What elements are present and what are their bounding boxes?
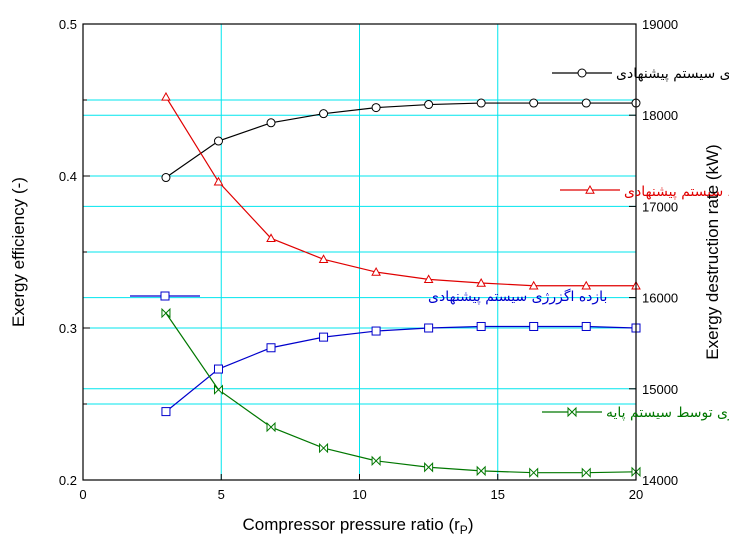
- legend-label-2: بازده اگزرژی سیستم پیشنهادی: [428, 288, 607, 305]
- y-right-tick-label-3: 17000: [642, 199, 678, 214]
- series-2-point-4: [371, 326, 381, 336]
- legend-marker-1: [585, 184, 595, 194]
- series-3-point-7: [529, 467, 539, 478]
- series-1-point-3: [318, 254, 329, 263]
- legend-entry-3: تخریب اگزرژی توسط سیستم پایه: [542, 404, 729, 421]
- series-3-point-2: [266, 421, 276, 433]
- series-1: [161, 91, 641, 290]
- series-0-point-0: [161, 173, 171, 183]
- legend-entry-1: تخریب اگزرژی توسط سیستم پیشنهادی: [560, 183, 729, 200]
- series-1-point-1: [213, 176, 224, 186]
- legend-label-0: بازده اگزرژی سیستم پیشنهادی: [616, 65, 729, 82]
- x-axis-title: Compressor pressure ratio (rP): [243, 515, 474, 537]
- y-right-tick-label-1: 15000: [642, 382, 678, 397]
- series-0-point-2: [266, 118, 276, 128]
- legend-label-3: تخریب اگزرژی توسط سیستم پایه: [606, 404, 729, 421]
- series-1-point-2: [266, 233, 276, 243]
- series-1-point-0: [161, 91, 171, 101]
- x-tick-label-0: 0: [79, 487, 86, 502]
- series-3-point-3: [319, 442, 329, 454]
- series-2-point-5: [424, 323, 434, 333]
- y-left-tick-label-3: 0.5: [59, 17, 77, 32]
- legend-entry-0: بازده اگزرژی سیستم پیشنهادی: [552, 65, 729, 82]
- series-2-point-1: [213, 364, 223, 374]
- ticks: 0 5 10 15 20 0.2 0.3 0.4 0.5 14000 15000 16000 17000…: [59, 17, 678, 502]
- series-3-line: [165, 312, 637, 474]
- series-3-point-4: [371, 455, 381, 467]
- y-right-axis-title: Exergy destruction rate (kW): [703, 144, 722, 359]
- series-3: [161, 307, 641, 478]
- x-tick-label-1: 5: [218, 487, 225, 502]
- y-left-tick-label-1: 0.3: [59, 321, 77, 336]
- series-2-point-3: [319, 332, 329, 342]
- series-2-point-2: [266, 343, 276, 353]
- series-0-point-5: [424, 100, 434, 110]
- legend-entry-2: بازده اگزرژی سیستم پیشنهادی: [130, 288, 607, 305]
- y-right-tick-label-2: 16000: [642, 291, 678, 306]
- series-2-line: [165, 325, 637, 413]
- series-3-point-6: [476, 465, 486, 477]
- series-0-point-3: [319, 109, 329, 119]
- series-2: [161, 321, 641, 417]
- series-0-point-4: [371, 103, 381, 113]
- y-left-tick-label-2: 0.4: [59, 169, 77, 184]
- series-0-point-7: [529, 98, 539, 108]
- x-tick-label-2: 10: [352, 487, 366, 502]
- series-2-point-8: [581, 321, 591, 331]
- series-1-point-6: [476, 277, 487, 287]
- series-0-point-1: [213, 136, 223, 146]
- legend-layer: بازده اگزرژی سیستم پیشنهادی تخریب اگزرژی …: [130, 65, 729, 421]
- series-3-point-1: [213, 384, 223, 395]
- legend-label-1: تخریب اگزرژی توسط سیستم پیشنهادی: [624, 183, 729, 200]
- y-right-tick-label-0: 14000: [642, 473, 678, 488]
- legend-marker-3: [567, 406, 577, 418]
- y-left-tick-label-0: 0.2: [59, 473, 77, 488]
- legend-marker-2: [160, 291, 170, 301]
- series-1-point-7: [528, 280, 539, 290]
- series-1-point-8: [581, 280, 592, 290]
- series-1-point-5: [423, 274, 434, 284]
- x-tick-label-3: 15: [491, 487, 505, 502]
- series-0: [161, 98, 641, 183]
- series-3-point-0: [161, 307, 171, 319]
- series-1-point-4: [371, 267, 381, 276]
- y-right-tick-label-4: 18000: [642, 108, 678, 123]
- legend-marker-0: [577, 68, 587, 78]
- series-3-point-8: [581, 467, 591, 478]
- x-axis-title-subscript: P: [460, 523, 468, 537]
- series-3-point-5: [424, 462, 434, 473]
- series-layer: [161, 91, 641, 478]
- series-1-line: [165, 96, 636, 287]
- x-tick-label-4: 20: [629, 487, 643, 502]
- y-right-tick-label-5: 19000: [642, 17, 678, 32]
- series-0-point-6: [476, 98, 486, 108]
- series-2-point-0: [161, 407, 171, 417]
- series-0-point-8: [581, 98, 591, 108]
- series-2-point-7: [529, 321, 539, 331]
- series-0-line: [165, 102, 636, 179]
- series-2-point-6: [476, 321, 486, 331]
- y-left-axis-title: Exergy efficiency (-): [9, 177, 28, 327]
